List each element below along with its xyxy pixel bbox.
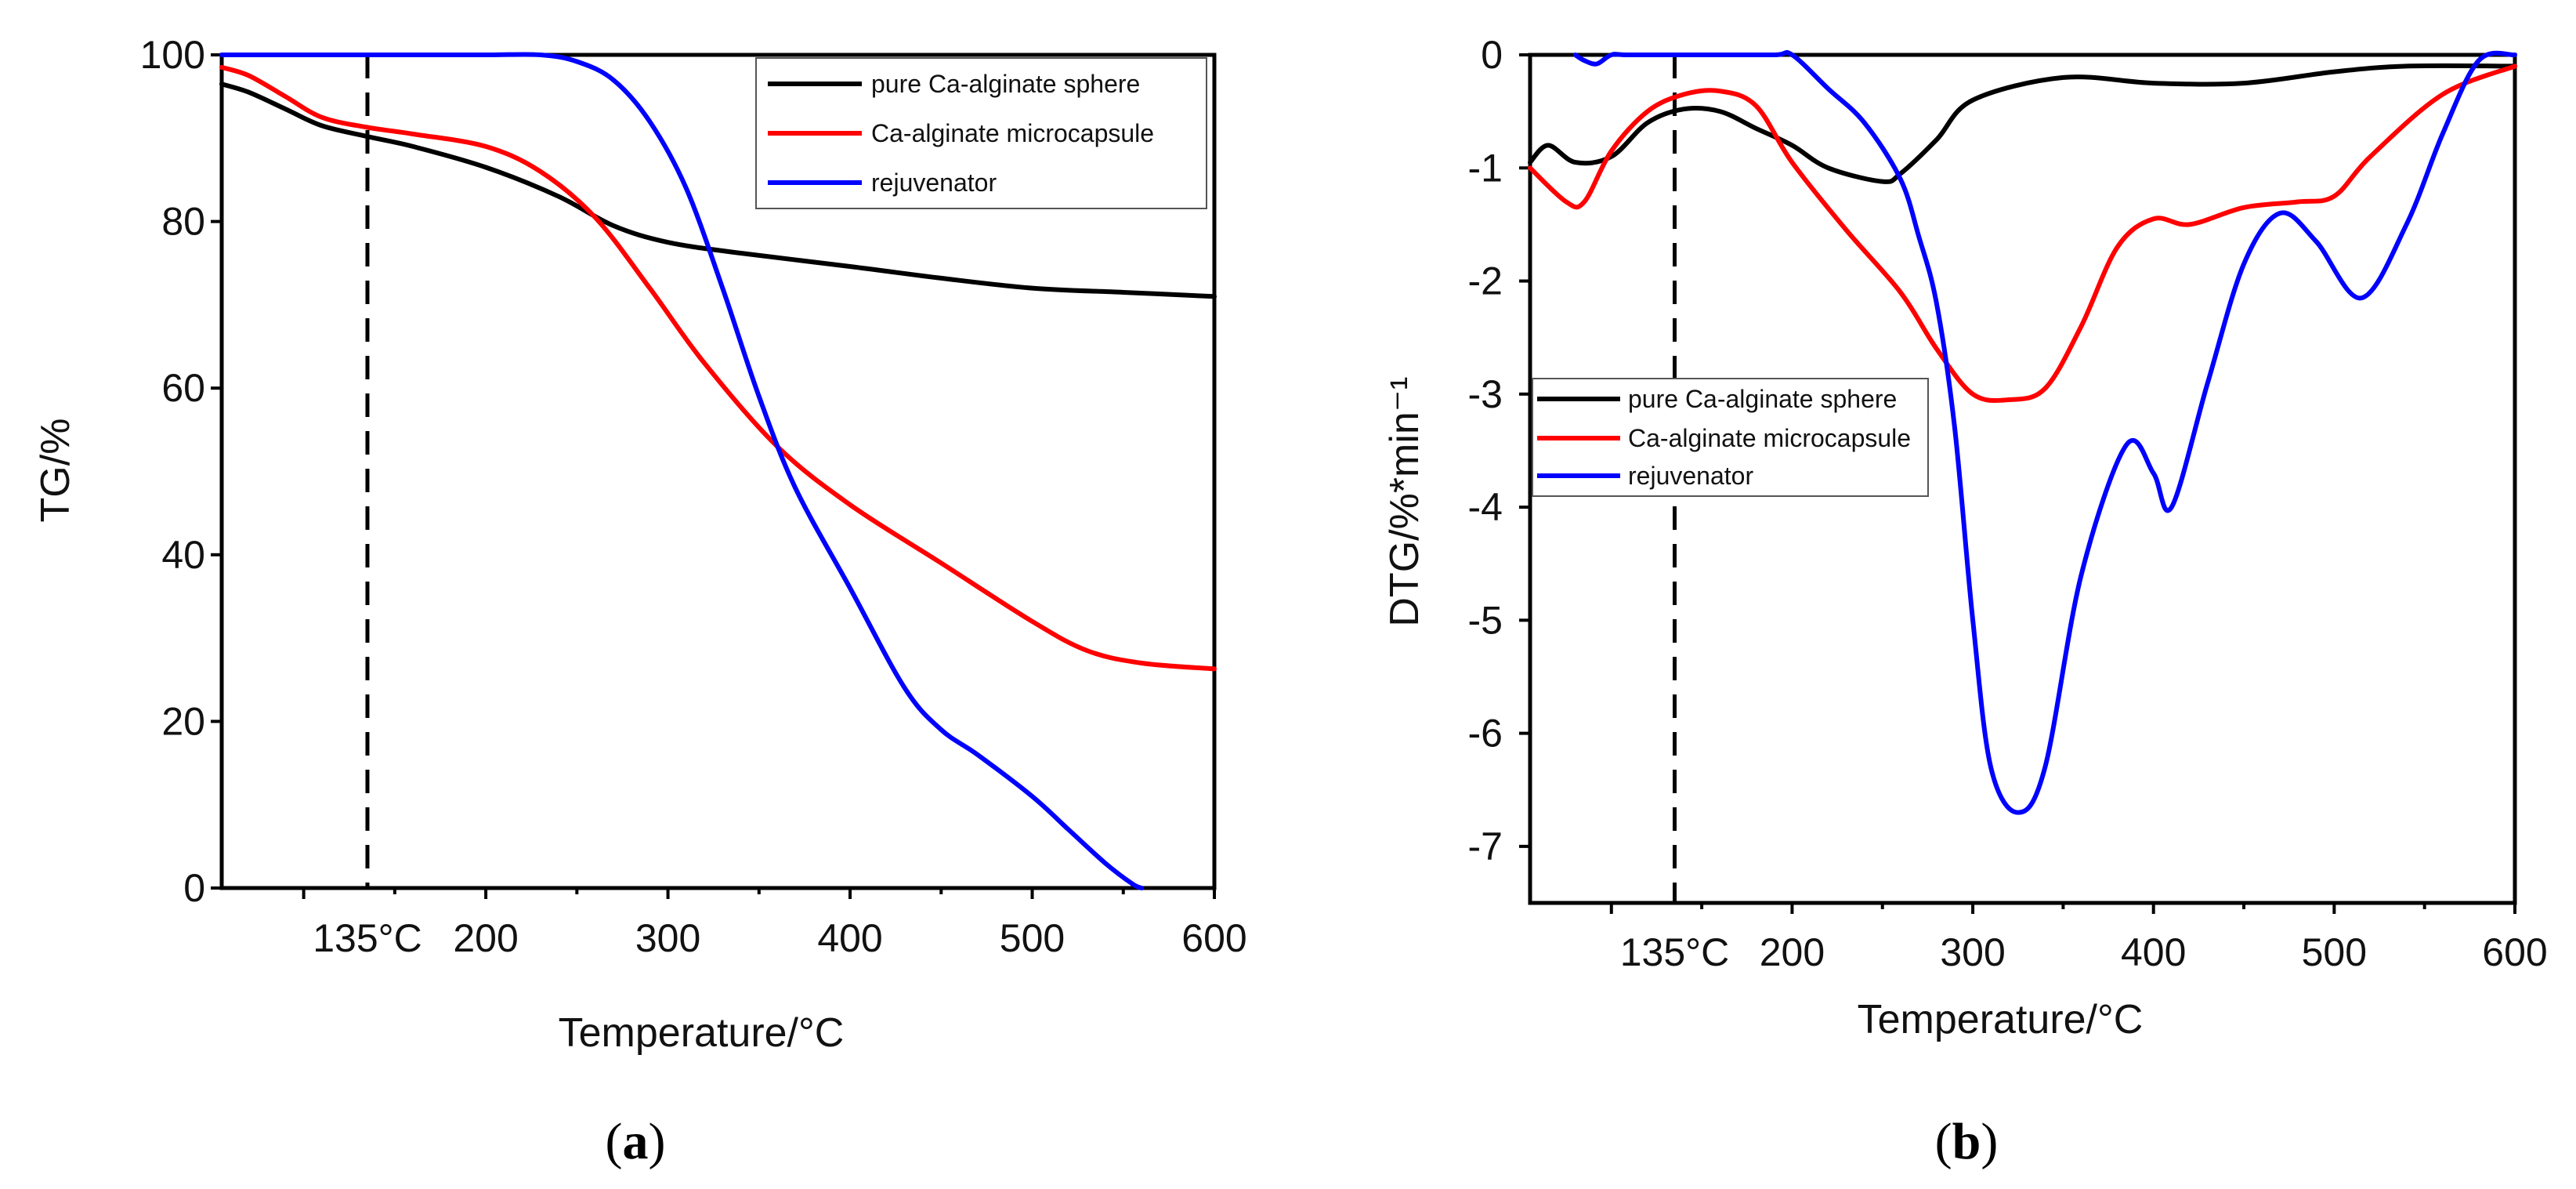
panel-b-y-tick-labels: 0 -1 -2 -3 -4 -5 -6 -7 — [1468, 33, 1503, 868]
panel-b-dtg-chart: 135°C 200 300 400 500 600 0 -1 -2 -3 -4 … — [1382, 33, 2548, 1170]
panel-b-legend-label-pure-ca-alginate-sphere: pure Ca-alginate sphere — [1628, 385, 1897, 413]
panel-b-x-tick-label-300: 300 — [1940, 930, 2005, 974]
panel-b-x-tick-label-135: 135°C — [1620, 930, 1730, 974]
panel-a-x-tick-label-500: 500 — [1000, 916, 1065, 960]
panel-a-tg-chart: 135°C 200 300 400 500 600 0 20 40 60 80 … — [33, 33, 1247, 1170]
panel-b-y-tick-label-0: 0 — [1481, 33, 1503, 77]
panel-a-x-tick-label-400: 400 — [817, 916, 882, 960]
panel-a-series-line-pure-ca-alginate-sphere — [219, 82, 1217, 299]
panel-a-y-tick-label-60: 60 — [161, 366, 205, 410]
panel-a-legend-label-pure-ca-alginate-sphere: pure Ca-alginate sphere — [871, 70, 1140, 98]
panel-a-y-tick-label-80: 80 — [161, 200, 205, 244]
panel-b-plot-frame — [1528, 53, 2517, 905]
panel-a-y-tick-label-100: 100 — [140, 33, 205, 77]
panel-a-series — [219, 52, 1217, 890]
panel-a-legend-label-rejuvenator: rejuvenator — [871, 169, 997, 197]
panel-b-x-tick-label-500: 500 — [2302, 930, 2367, 974]
panel-b-series-line-rejuvenator — [1572, 49, 2517, 815]
panel-a-legend-label-ca-alginate-microcapsule: Ca-alginate microcapsule — [871, 119, 1154, 147]
panel-b-y-tick-label-minus-5: -5 — [1468, 598, 1503, 642]
panel-a-series-line-ca-alginate-microcapsule — [219, 64, 1217, 672]
panel-b-legend: pure Ca-alginate sphere Ca-alginate micr… — [1532, 378, 1929, 497]
panel-b-x-tick-label-200: 200 — [1760, 930, 1825, 974]
panel-b-y-tick-label-minus-7: -7 — [1468, 825, 1503, 868]
panel-b-y-tick-label-minus-4: -4 — [1468, 485, 1503, 529]
panel-a-label: (a) — [606, 1113, 666, 1170]
panel-a-y-tick-label-20: 20 — [161, 699, 205, 743]
panel-b-x-tick-label-400: 400 — [2121, 930, 2186, 974]
panel-b-legend-label-rejuvenator: rejuvenator — [1628, 462, 1753, 490]
panel-a-ticks — [211, 53, 1216, 899]
panel-a-x-tick-label-300: 300 — [635, 916, 700, 960]
panel-b-legend-label-ca-alginate-microcapsule: Ca-alginate microcapsule — [1628, 424, 1911, 452]
panel-b-x-tick-labels: 135°C 200 300 400 500 600 — [1620, 930, 2548, 974]
panel-b-x-tick-label-600: 600 — [2482, 930, 2547, 974]
panel-a-x-tick-label-200: 200 — [453, 916, 518, 960]
panel-a-y-tick-label-40: 40 — [161, 533, 205, 577]
panel-a-series-line-rejuvenator — [219, 52, 1144, 890]
panel-b-y-axis-title: DTG/%*min⁻¹ — [1382, 376, 1427, 626]
panel-b-label: (b) — [1935, 1113, 1999, 1170]
panel-b-ticks — [1519, 53, 2516, 914]
panel-b-y-tick-label-minus-2: -2 — [1468, 259, 1503, 303]
panel-a-x-tick-label-600: 600 — [1181, 916, 1246, 960]
panel-a-x-axis-title: Temperature/°C — [559, 1010, 845, 1056]
panel-a-x-tick-labels: 135°C 200 300 400 500 600 — [313, 916, 1247, 960]
panel-b-series — [1528, 49, 2517, 815]
panel-b-series-line-ca-alginate-microcapsule — [1528, 63, 2517, 404]
panel-b-x-axis-title: Temperature/°C — [1858, 997, 2144, 1042]
panel-b-y-tick-label-minus-3: -3 — [1468, 372, 1503, 416]
panel-b-series-line-pure-ca-alginate-sphere — [1528, 63, 2517, 184]
panel-a-y-axis-title: TG/% — [33, 419, 78, 523]
panel-a-y-tick-labels: 0 20 40 60 80 100 — [140, 33, 205, 910]
panel-a-x-tick-label-135: 135°C — [313, 916, 422, 960]
panel-a-plot-frame — [219, 53, 1217, 890]
panel-a-legend: pure Ca-alginate sphere Ca-alginate micr… — [755, 57, 1207, 209]
panel-b-y-tick-label-minus-1: -1 — [1468, 146, 1503, 190]
panel-b-y-tick-label-minus-6: -6 — [1468, 712, 1503, 756]
panel-a-y-tick-label-0: 0 — [183, 866, 205, 910]
